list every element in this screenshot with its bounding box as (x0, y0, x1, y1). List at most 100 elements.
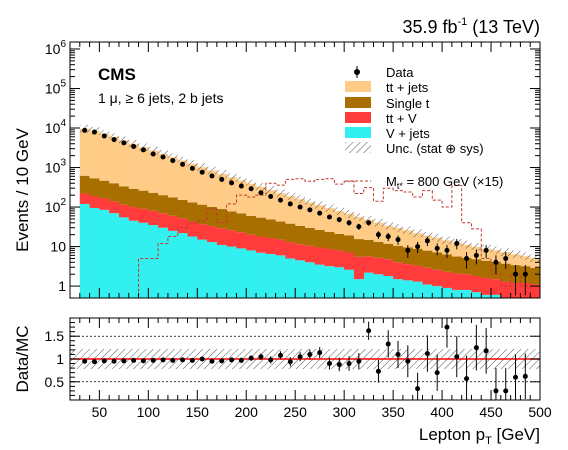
bar-vjets-260 (305, 262, 316, 298)
ratio-point (522, 353, 528, 400)
unc-band-210 (256, 183, 266, 191)
ratio-point (258, 353, 264, 360)
x-tick-label: 100 (137, 404, 161, 420)
data-point (199, 169, 205, 175)
bar-singlet-40 (89, 178, 100, 197)
data-point (170, 158, 176, 164)
data-point (395, 235, 401, 245)
data-point (473, 249, 479, 265)
ratio-point (219, 358, 225, 364)
bar-ttjets-220 (265, 190, 276, 220)
bar-ttv-170 (216, 228, 227, 245)
ratio-y-tick-label: 1.5 (45, 328, 65, 344)
bar-vjets-290 (334, 267, 345, 298)
bar-vjets-70 (118, 217, 130, 298)
unc-band-350 (393, 224, 403, 232)
unc-band-330 (373, 218, 384, 227)
bar-vjets-90 (138, 222, 149, 298)
data-point (238, 183, 244, 189)
unc-band-450 (491, 246, 501, 255)
bar-ttjets-110 (158, 153, 169, 196)
y-axis-label: Events / 10 GeV (13, 127, 32, 251)
unc-band-90 (138, 143, 149, 152)
bar-ttjets-270 (314, 205, 325, 230)
unc-band-280 (324, 204, 335, 213)
data-point (415, 241, 421, 254)
bar-singlet-260 (305, 228, 316, 246)
bar-ttv-100 (148, 210, 159, 226)
bar-singlet-270 (314, 229, 325, 248)
bar-ttv-130 (177, 218, 188, 234)
bar-ttv-70 (118, 204, 130, 218)
bar-ttjets-260 (305, 202, 316, 229)
bar-singlet-460 (500, 263, 511, 282)
bar-ttjets-180 (226, 177, 237, 212)
unc-band-420 (461, 240, 472, 249)
ratio-point (209, 358, 215, 364)
bar-ttjets-90 (138, 147, 149, 191)
bar-vjets-360 (402, 280, 414, 298)
x-tick-label: 150 (186, 404, 210, 420)
bar-ttv-200 (246, 234, 257, 251)
unc-band-470 (510, 250, 521, 259)
unc-band-110 (158, 150, 168, 158)
y-tick-label: 1 (58, 278, 66, 294)
bar-vjets-150 (197, 239, 208, 298)
data-point (375, 231, 381, 240)
ratio-point (238, 357, 244, 364)
ratio-point (121, 358, 127, 364)
bar-ttv-380 (422, 267, 433, 285)
unc-band-430 (471, 243, 482, 251)
unc-band-160 (207, 166, 217, 175)
bar-vjets-110 (158, 227, 169, 298)
data-point (248, 186, 254, 192)
data-point (405, 245, 411, 258)
data-point (297, 204, 303, 210)
bar-singlet-160 (207, 206, 218, 227)
data-point (82, 127, 88, 133)
bar-singlet-490 (530, 267, 540, 285)
ratio-point (160, 357, 166, 363)
bar-singlet-350 (393, 245, 404, 263)
bar-singlet-180 (226, 211, 237, 231)
x-tick-label: 50 (92, 404, 108, 420)
bar-vjets-400 (442, 287, 453, 298)
unc-band-240 (285, 192, 296, 201)
ratio-point (140, 358, 146, 364)
bar-ttjets-290 (334, 211, 345, 234)
bar-vjets-300 (344, 269, 355, 298)
bar-singlet-130 (177, 199, 188, 219)
ratio-point (101, 358, 107, 364)
bar-vjets-30 (79, 203, 90, 298)
bar-ttv-330 (373, 257, 384, 275)
data-point (150, 151, 156, 157)
y-tick-label: 10 (50, 239, 66, 255)
bar-vjets-410 (451, 289, 462, 298)
svg-text:Data: Data (386, 65, 414, 80)
bar-singlet-120 (167, 197, 179, 216)
ratio-point (366, 321, 372, 340)
ratio-point (278, 351, 284, 360)
x-tick-label: 500 (528, 404, 552, 420)
bar-ttv-80 (128, 207, 139, 221)
data-point (131, 144, 137, 150)
ratio-points (82, 318, 528, 400)
ratio-point (248, 355, 254, 361)
data-point (258, 190, 264, 196)
bar-vjets-280 (324, 266, 335, 298)
bar-ttv-60 (109, 201, 120, 214)
bar-singlet-60 (109, 183, 120, 202)
bar-ttv-50 (99, 198, 110, 210)
bar-singlet-410 (451, 256, 462, 274)
bar-ttv-260 (305, 245, 316, 263)
bar-singlet-390 (432, 252, 443, 270)
data-point (91, 129, 97, 135)
unc-band-260 (305, 198, 315, 207)
bar-ttjets-130 (177, 160, 188, 200)
bar-ttjets-100 (148, 150, 159, 193)
bar-ttjets-210 (256, 186, 267, 218)
svg-text:tt + jets: tt + jets (386, 80, 429, 95)
bar-singlet-320 (363, 239, 374, 257)
data-point (160, 154, 166, 160)
bar-vjets-440 (481, 294, 492, 298)
